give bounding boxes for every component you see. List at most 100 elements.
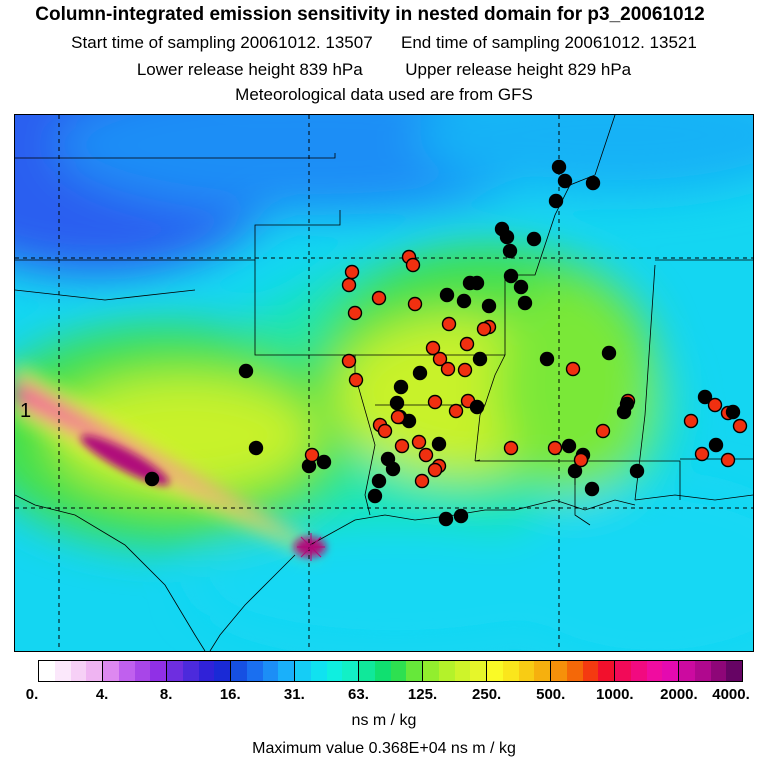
colorbar-swatch xyxy=(630,661,647,681)
site-dot-black xyxy=(248,440,264,456)
colorbar-swatch xyxy=(278,661,294,681)
site-dot-black xyxy=(513,279,529,295)
colorbar-swatch xyxy=(86,661,102,681)
colorbar-tick-label: 500. xyxy=(536,686,566,703)
site-dot-black xyxy=(551,159,567,175)
colorbar-swatch xyxy=(502,661,519,681)
colorbar-tick-label: 4000. xyxy=(712,686,750,703)
colorbar-swatch xyxy=(566,661,583,681)
site-dot-black xyxy=(548,193,564,209)
site-dot-red xyxy=(344,264,360,280)
start-time-label: Start time of sampling 20061012. 13507 xyxy=(71,33,373,52)
colorbar-segment xyxy=(423,661,487,681)
site-dot-black xyxy=(431,436,447,452)
site-dot-black xyxy=(472,351,488,367)
colorbar-tick-label: 0. xyxy=(25,686,39,703)
site-dot-black xyxy=(393,379,409,395)
site-dot-black xyxy=(481,298,497,314)
colorbar-swatch xyxy=(103,661,119,681)
map-svg xyxy=(15,115,753,651)
site-dot-red xyxy=(448,403,464,419)
colorbar-tick-label: 2000. xyxy=(660,686,698,703)
site-dot-red xyxy=(547,440,563,456)
site-dot-red xyxy=(573,452,589,468)
site-dot-red xyxy=(348,372,364,388)
colorbar-swatch xyxy=(150,661,166,681)
colorbar-swatch xyxy=(454,661,471,681)
site-dot-red xyxy=(425,340,441,356)
colorbar-segment xyxy=(39,661,103,681)
colorbar-swatch xyxy=(39,661,55,681)
site-dot-red xyxy=(427,394,443,410)
colorbar-units: ns m / kg xyxy=(351,712,417,729)
site-dot-red xyxy=(565,361,581,377)
site-dot-black xyxy=(469,275,485,291)
colorbar-segment xyxy=(551,661,615,681)
colorbar-swatch xyxy=(423,661,439,681)
colorbar-segment xyxy=(295,661,359,681)
colorbar-swatch xyxy=(726,661,742,681)
colorbar-swatch xyxy=(310,661,327,681)
site-dot-red xyxy=(418,447,434,463)
colorbar-swatch xyxy=(470,661,486,681)
release-height-line: Lower release height 839 hPa Upper relea… xyxy=(0,60,768,80)
site-dot-black xyxy=(238,363,254,379)
site-dot-red xyxy=(440,361,456,377)
upper-release-label: Upper release height 829 hPa xyxy=(405,60,632,79)
site-dot-red xyxy=(390,409,406,425)
site-dot-red xyxy=(394,438,410,454)
colorbar-swatch xyxy=(374,661,391,681)
site-dot-black xyxy=(469,399,485,415)
colorbar-swatch xyxy=(70,661,87,681)
colorbar-swatch xyxy=(694,661,711,681)
site-dot-black xyxy=(499,229,515,245)
site-dot-black xyxy=(526,231,542,247)
site-dot-red xyxy=(720,452,736,468)
colorbar-swatch xyxy=(262,661,279,681)
colorbar-swatch xyxy=(438,661,455,681)
colorbar-swatch xyxy=(646,661,663,681)
colorbar xyxy=(38,660,743,682)
site-dot-black xyxy=(517,295,533,311)
colorbar-tick-label: 125. xyxy=(407,686,438,703)
colorbar-segment xyxy=(103,661,167,681)
colorbar-segment xyxy=(679,661,742,681)
site-dot-black xyxy=(456,293,472,309)
colorbar-swatch xyxy=(54,661,71,681)
colorbar-swatch xyxy=(551,661,567,681)
site-dot-red xyxy=(441,316,457,332)
colorbar-swatch xyxy=(582,661,599,681)
site-dot-black xyxy=(389,395,405,411)
colorbar-segment xyxy=(359,661,423,681)
site-dot-red xyxy=(732,418,748,434)
site-dot-red xyxy=(405,257,421,273)
site-dot-black xyxy=(561,438,577,454)
site-dot-black xyxy=(371,473,387,489)
colorbar-swatch xyxy=(198,661,215,681)
site-dot-black xyxy=(412,365,428,381)
site-dot-black xyxy=(584,481,600,497)
site-dots xyxy=(144,159,748,527)
site-dot-black xyxy=(453,508,469,524)
site-dot-black xyxy=(502,243,518,259)
site-dot-red xyxy=(341,353,357,369)
site-dot-black xyxy=(503,268,519,284)
site-dot-red xyxy=(457,362,473,378)
colorbar-swatch xyxy=(214,661,230,681)
site-dot-red xyxy=(347,305,363,321)
colorbar-swatch xyxy=(134,661,151,681)
site-dot-black xyxy=(439,287,455,303)
site-dot-red xyxy=(427,462,443,478)
site-dot-red xyxy=(707,397,723,413)
site-dot-black xyxy=(585,175,601,191)
colorbar-swatch xyxy=(598,661,614,681)
colorbar-segment xyxy=(487,661,551,681)
colorbar-swatch xyxy=(390,661,407,681)
sensitivity-map xyxy=(14,114,754,652)
site-dot-red xyxy=(476,321,492,337)
site-dot-black xyxy=(316,454,332,470)
site-dot-red xyxy=(595,423,611,439)
colorbar-tick-label: 31. xyxy=(283,686,305,703)
maximum-value-label: Maximum value 0.368E+04 ns m / kg xyxy=(252,740,516,757)
release-point-marker xyxy=(297,533,325,561)
